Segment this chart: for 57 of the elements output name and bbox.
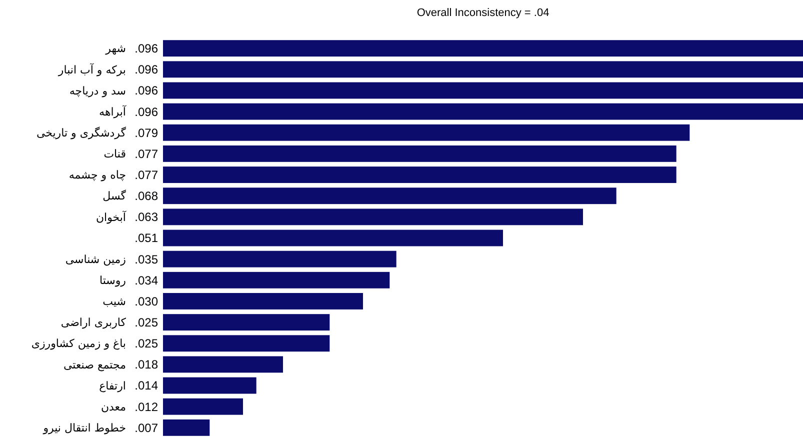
- y-tick-label: گردشگری و تاریخی: [36, 126, 127, 140]
- data-label: .012: [134, 400, 158, 414]
- y-tick-label: شیب: [102, 295, 126, 308]
- y-tick-label: شهر: [104, 42, 126, 56]
- y-tick-label: قنات: [104, 148, 126, 161]
- bar: [163, 293, 363, 310]
- y-tick-label: چاه و چشمه: [68, 168, 126, 182]
- data-label: .018: [134, 358, 158, 372]
- y-tick-label: معدن: [100, 400, 126, 414]
- data-label: .025: [134, 316, 158, 330]
- y-tick-label: مجتمع صنعتی: [64, 358, 126, 372]
- y-tick-label: خطوط انتقال نیرو: [42, 422, 126, 435]
- bar: [163, 356, 283, 373]
- data-label: .035: [134, 252, 158, 266]
- data-label: .051: [134, 231, 158, 246]
- y-tick-label: آبخوان: [96, 210, 127, 224]
- y-tick-label: روستا: [99, 274, 126, 287]
- y-tick-label: گسل: [102, 190, 127, 203]
- y-tick-label: کاربری اراضی: [60, 316, 127, 330]
- bar: [163, 40, 803, 57]
- data-label: .068: [134, 189, 158, 204]
- y-tick-label: ارتفاع: [99, 379, 126, 392]
- bar: [163, 82, 803, 99]
- data-label: .007: [134, 420, 158, 435]
- bar: [163, 335, 330, 352]
- y-tick-label: سد و دریاچه: [69, 84, 126, 98]
- bar: [163, 272, 390, 288]
- bar: [163, 145, 676, 162]
- bar: [163, 188, 616, 204]
- bar: [163, 61, 803, 78]
- data-label: .025: [134, 336, 158, 351]
- bar: [163, 314, 330, 331]
- y-tick-label: زمین شناسی: [65, 252, 126, 266]
- bar: [163, 103, 803, 120]
- y-tick-label: باغ و زمین کشاورزی: [31, 337, 126, 350]
- data-label: .096: [134, 84, 158, 98]
- chart-title: Overall Inconsistency = .04: [416, 7, 550, 19]
- data-label: .077: [134, 146, 158, 161]
- data-label: .096: [134, 62, 158, 77]
- data-label: .079: [134, 126, 158, 140]
- data-label: .014: [134, 378, 158, 393]
- data-label: .096: [134, 42, 158, 56]
- data-label: .063: [134, 210, 158, 224]
- bar: [163, 250, 396, 268]
- y-tick-label: برکه و آب انبار: [57, 62, 126, 76]
- bar: [163, 208, 583, 226]
- bar: [163, 166, 676, 183]
- y-tick-label: آبراهه: [99, 104, 127, 118]
- bar: [163, 377, 256, 394]
- bar: [163, 230, 503, 246]
- data-label: .030: [134, 294, 158, 308]
- bar: [163, 124, 690, 141]
- data-label: .034: [134, 273, 158, 288]
- data-label: .096: [134, 104, 158, 119]
- bar: [163, 419, 210, 436]
- bar: [163, 398, 243, 415]
- data-label: .077: [134, 168, 158, 182]
